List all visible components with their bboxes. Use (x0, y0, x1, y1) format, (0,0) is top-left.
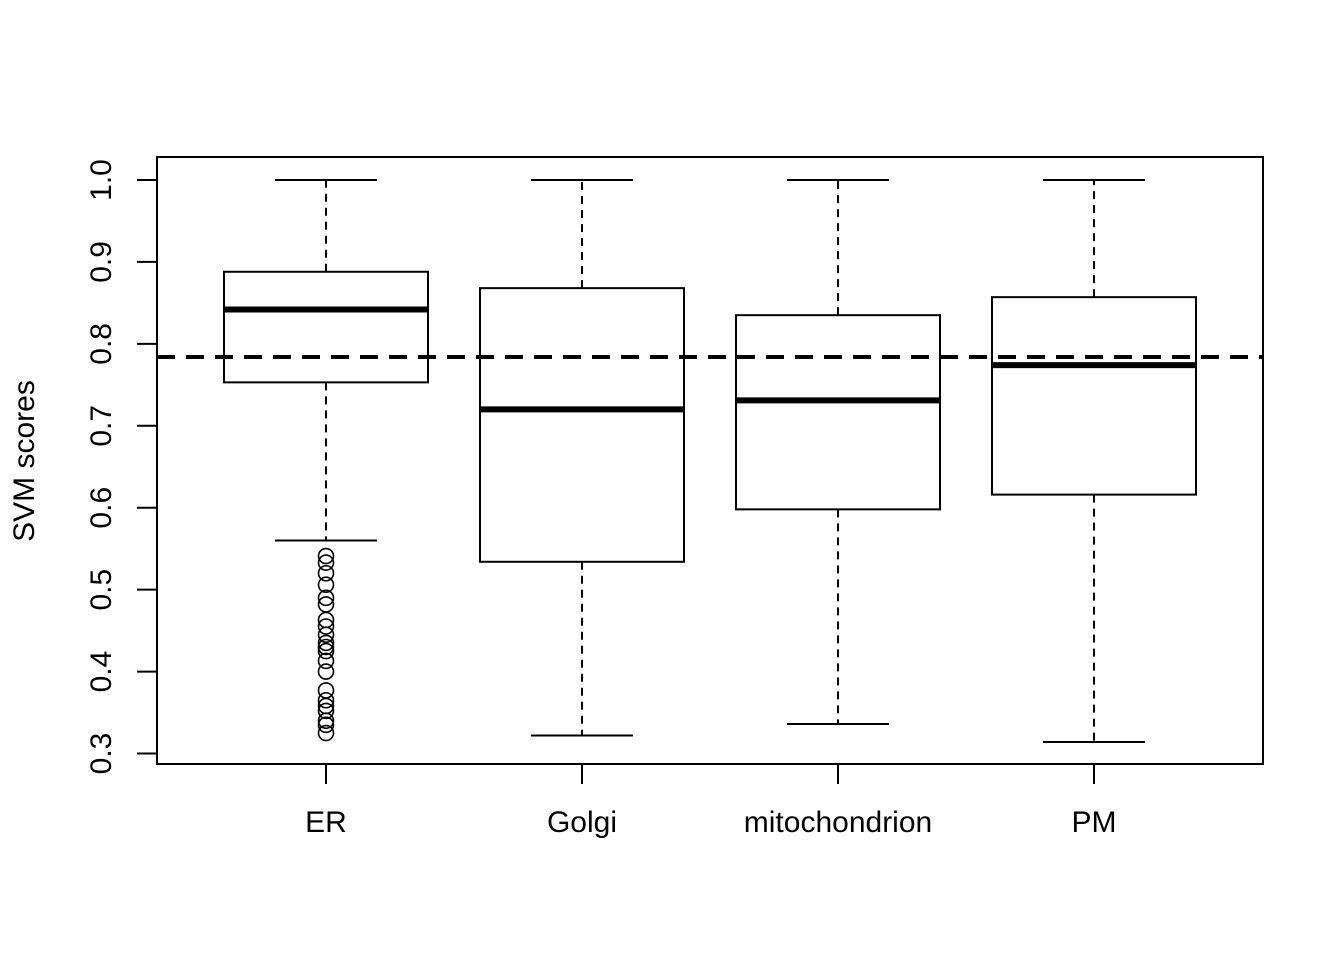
x-tick-label: PM (1072, 806, 1117, 839)
y-tick-label: 0.6 (85, 487, 118, 529)
box-PM (991, 179, 1197, 744)
outlier-point (317, 618, 335, 635)
box-iqr (479, 287, 685, 563)
outlier-point (317, 691, 335, 709)
outlier-point (317, 554, 335, 571)
y-axis-label: SVM scores (8, 380, 41, 542)
outlier-point (317, 576, 335, 594)
y-tick-label: 0.8 (85, 323, 118, 365)
y-tick-label: 0.9 (85, 241, 118, 283)
outlier-point (317, 564, 335, 582)
box-Golgi (479, 179, 685, 737)
box-mitochondrion (735, 179, 941, 726)
box-iqr (735, 314, 941, 511)
y-tick-label: 0.5 (85, 569, 118, 611)
y-axis: 0.3 0.4 0.5 0.6 0.7 0.8 0.9 1.0 (85, 159, 158, 775)
outlier-point (317, 712, 335, 730)
outlier-point (317, 724, 335, 742)
outlier-point (317, 716, 335, 734)
x-axis: ER Golgi mitochondrion PM (305, 764, 1117, 839)
outlier-point (317, 589, 335, 607)
x-tick-label: mitochondrion (744, 806, 932, 839)
box-group (223, 179, 1197, 744)
box-ER (223, 179, 429, 742)
y-tick-label: 0.3 (85, 733, 118, 775)
y-tick-label: 0.4 (85, 651, 118, 693)
x-tick-label: ER (305, 806, 347, 839)
outlier-point (317, 547, 335, 565)
box-iqr (991, 296, 1197, 496)
outlier-point (317, 638, 335, 656)
outlier-point (317, 652, 335, 670)
outlier-point (317, 634, 335, 652)
outlier-point (317, 596, 335, 613)
x-tick-label: Golgi (547, 806, 617, 839)
outlier-point (317, 702, 335, 720)
y-tick-label: 1.0 (85, 159, 118, 201)
y-tick-label: 0.7 (85, 405, 118, 447)
outlier-point (317, 611, 335, 629)
box-iqr (223, 270, 429, 384)
outlier-point (317, 642, 335, 660)
outlier-point (317, 626, 335, 644)
outlier-point (317, 663, 335, 680)
